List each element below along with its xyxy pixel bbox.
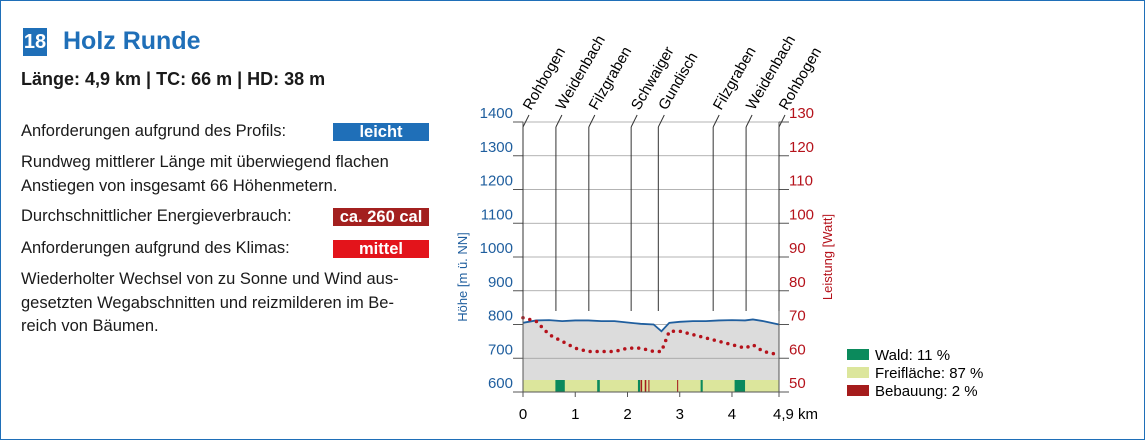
x-tick-label: 3: [676, 406, 684, 423]
y-tick-label: 1200: [480, 173, 513, 190]
y-tick-label: 900: [488, 274, 513, 291]
paragraph-line: reich von Bäumen.: [21, 317, 159, 335]
landuse-span: [597, 380, 600, 392]
x-tick-label: 1: [571, 406, 579, 423]
info-label: Anforderungen aufgrund des Profils:: [21, 122, 287, 140]
legend-swatch: [847, 349, 869, 360]
info-row: Anforderungen aufgrund des Klimas: mittel: [21, 239, 431, 259]
landuse-span: [700, 380, 703, 392]
landuse-span: [648, 380, 650, 392]
legend-label: Bebauung: 2 %: [875, 383, 978, 400]
landuse-span: [644, 380, 647, 392]
waypoint-leader: [657, 114, 665, 128]
landuse-span: [555, 380, 565, 392]
x-tick-label: 4,9 km: [773, 406, 818, 423]
x-tick-label: 0: [519, 406, 527, 423]
waypoint-leader: [712, 114, 720, 128]
y2-tick-label: 90: [789, 240, 806, 257]
info-badge: leicht: [333, 123, 429, 141]
waypoint-leader: [588, 114, 596, 128]
landuse-span: [523, 380, 779, 392]
y2-tick-label: 100: [789, 206, 814, 223]
y-tick-label: 800: [488, 308, 513, 325]
landuse-span: [734, 380, 746, 392]
waypoint-leader: [630, 114, 638, 128]
landuse-span: [640, 380, 643, 392]
info-paragraph: Rundweg mittlerer Länge mit überwiegend …: [21, 151, 431, 198]
paragraph-line: Rundweg mittlerer Länge mit überwiegend …: [21, 153, 389, 171]
tour-stats: Länge: 4,9 km | TC: 66 m | HD: 38 m: [21, 69, 326, 89]
info-badge: ca. 260 cal: [333, 208, 429, 226]
y-axis-label: Höhe [m ü. NN]: [455, 232, 470, 322]
waypoint-leader: [745, 114, 753, 128]
legend-swatch: [847, 367, 869, 378]
y2-axis-label: Leistung [Watt]: [820, 214, 835, 300]
info-row: Durchschnittlicher Energieverbrauch: ca. …: [21, 207, 431, 227]
legend-label: Wald: 11 %: [875, 347, 950, 364]
info-badge: mittel: [333, 240, 429, 258]
info-row: Anforderungen aufgrund des Profils: leich…: [21, 122, 431, 142]
x-tick-label: 4: [728, 406, 736, 423]
y-tick-label: 1100: [481, 206, 513, 223]
paragraph-line: Wiederholter Wechsel von zu Sonne und Wi…: [21, 270, 399, 288]
info-label: Anforderungen aufgrund des Klimas:: [21, 239, 290, 257]
y-tick-label: 1000: [480, 240, 513, 257]
paragraph-line: gesetzten Wegabschnitten und reizmildere…: [21, 293, 394, 312]
y2-tick-label: 130: [789, 105, 814, 122]
legend-label: Freifläche: 87 %: [875, 365, 983, 382]
y-tick-label: 600: [488, 375, 513, 392]
y2-tick-label: 80: [789, 274, 806, 291]
y2-tick-label: 60: [789, 341, 806, 358]
y2-tick-label: 70: [789, 308, 806, 325]
elevation-line: [522, 318, 780, 333]
landuse-span: [637, 380, 641, 392]
waypoint-leader: [555, 114, 563, 128]
legend-swatch: [847, 385, 869, 396]
paragraph-line: Anstiegen von insgesamt 66 Höhenmetern.: [21, 176, 338, 195]
tour-number: 18: [23, 28, 47, 56]
x-tick-label: 2: [623, 406, 631, 423]
y-tick-label: 700: [488, 341, 513, 358]
landuse-span: [677, 380, 679, 392]
y2-tick-label: 110: [789, 173, 813, 190]
y2-tick-label: 50: [789, 375, 806, 392]
tour-title: Holz Runde: [63, 27, 201, 55]
power-line: [521, 316, 781, 357]
y-tick-label: 1400: [480, 105, 513, 122]
y-tick-label: 1300: [480, 139, 513, 156]
y2-tick-label: 120: [789, 139, 814, 156]
elevation-area: [523, 319, 779, 392]
info-label: Durchschnittlicher Energieverbrauch:: [21, 207, 292, 225]
info-paragraph: Wiederholter Wechsel von zu Sonne und Wi…: [21, 268, 431, 339]
waypoint-leader: [522, 114, 530, 128]
info-list: Anforderungen aufgrund des Profils: leich…: [21, 122, 431, 348]
waypoint-leader: [778, 114, 786, 128]
